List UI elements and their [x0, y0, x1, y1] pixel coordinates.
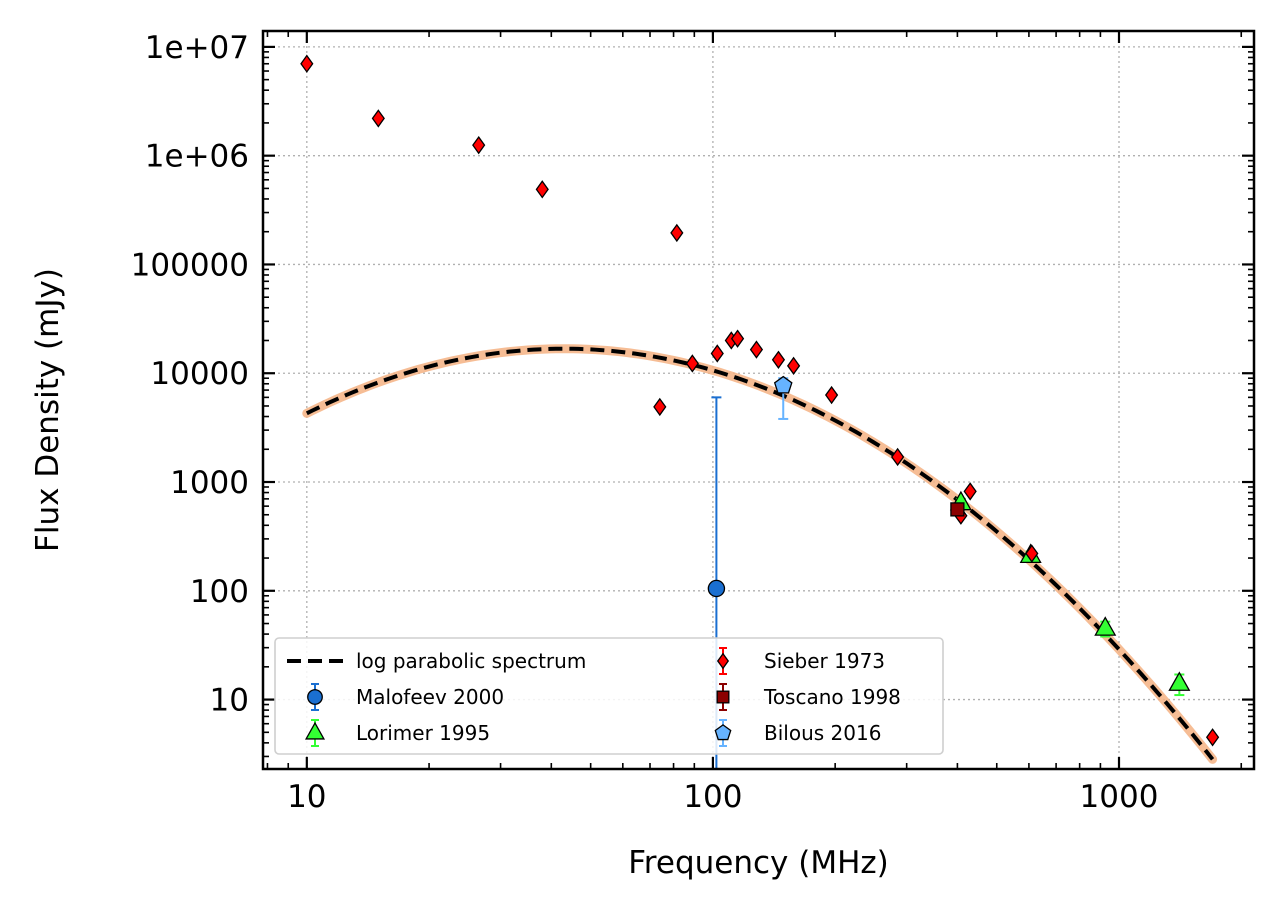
x-axis-label: Frequency (MHz) [628, 845, 889, 881]
y-tick-label: 100 [190, 574, 249, 610]
sieber-1973-point [710, 344, 724, 363]
fit-curve-layer [302, 344, 1218, 764]
legend-swatch-toscano-1998 [716, 690, 730, 704]
legend-label-sieber-1973: Sieber 1973 [764, 649, 885, 673]
sieber-1973-point [749, 340, 764, 359]
sieber-1973-point [771, 350, 786, 369]
sieber-1973-point [670, 223, 684, 243]
legend-swatch-malofeev-2000 [307, 689, 323, 705]
legend-label-log-parabolic-spectrum: log parabolic spectrum [356, 649, 586, 673]
legend-label-bilous-2016: Bilous 2016 [764, 721, 881, 745]
sieber-1973-point [963, 482, 977, 501]
lorimer-1995-point [1094, 616, 1117, 636]
sieber-1973-point [1205, 728, 1220, 747]
x-tick-label: 10 [287, 779, 326, 815]
sieber-1973-point [653, 397, 667, 417]
sieber-1973-point [472, 135, 486, 155]
toscano-1998-point [950, 502, 965, 517]
y-tick-label: 100000 [131, 247, 249, 283]
sieber-1973-point [824, 385, 839, 405]
ticks [263, 31, 1254, 769]
fit-curve [305, 346, 1215, 761]
malofeev-2000-point [707, 579, 726, 598]
legend-label-toscano-1998: Toscano 1998 [763, 685, 901, 709]
sieber-1973-point [730, 329, 745, 348]
x-tick-label: 100 [683, 779, 742, 815]
sieber-1973-point [535, 180, 549, 199]
bilous-2016-point [773, 375, 793, 394]
y-axis-label: Flux Density (mJy) [30, 268, 66, 552]
legend: log parabolic spectrum Sieber 1973 Malofee… [274, 637, 944, 755]
marker-layer [300, 54, 1220, 747]
lorimer-1995-point [1168, 671, 1191, 691]
sieber-1973-point [786, 356, 801, 376]
legend-box [274, 637, 944, 755]
y-tick-label: 10 [210, 683, 249, 719]
x-tick-label: 1000 [1080, 779, 1159, 815]
tick-labels: 10 100 1000 10 100 1000 10000 100000 1e+06 1e+07 [131, 30, 1159, 815]
sieber-1973-point [371, 109, 385, 128]
legend-swatch-sieber-1973 [716, 652, 730, 670]
legend-swatch-bilous-2016 [714, 724, 732, 741]
plot-frame [261, 29, 1256, 771]
sieber-1973-point [300, 54, 314, 73]
sieber-1973-point [685, 354, 699, 373]
legend-label-lorimer-1995: Lorimer 1995 [356, 721, 490, 745]
legend-swatch-lorimer-1995 [304, 721, 326, 740]
sieber-1973-point [1025, 544, 1039, 563]
y-tick-label: 1000 [170, 465, 249, 501]
sieber-1973-point [891, 447, 905, 467]
y-tick-label: 1e+07 [145, 30, 249, 66]
legend-label-malofeev-2000: Malofeev 2000 [356, 685, 504, 709]
y-tick-label: 1e+06 [145, 139, 249, 175]
y-tick-label: 10000 [150, 356, 249, 392]
